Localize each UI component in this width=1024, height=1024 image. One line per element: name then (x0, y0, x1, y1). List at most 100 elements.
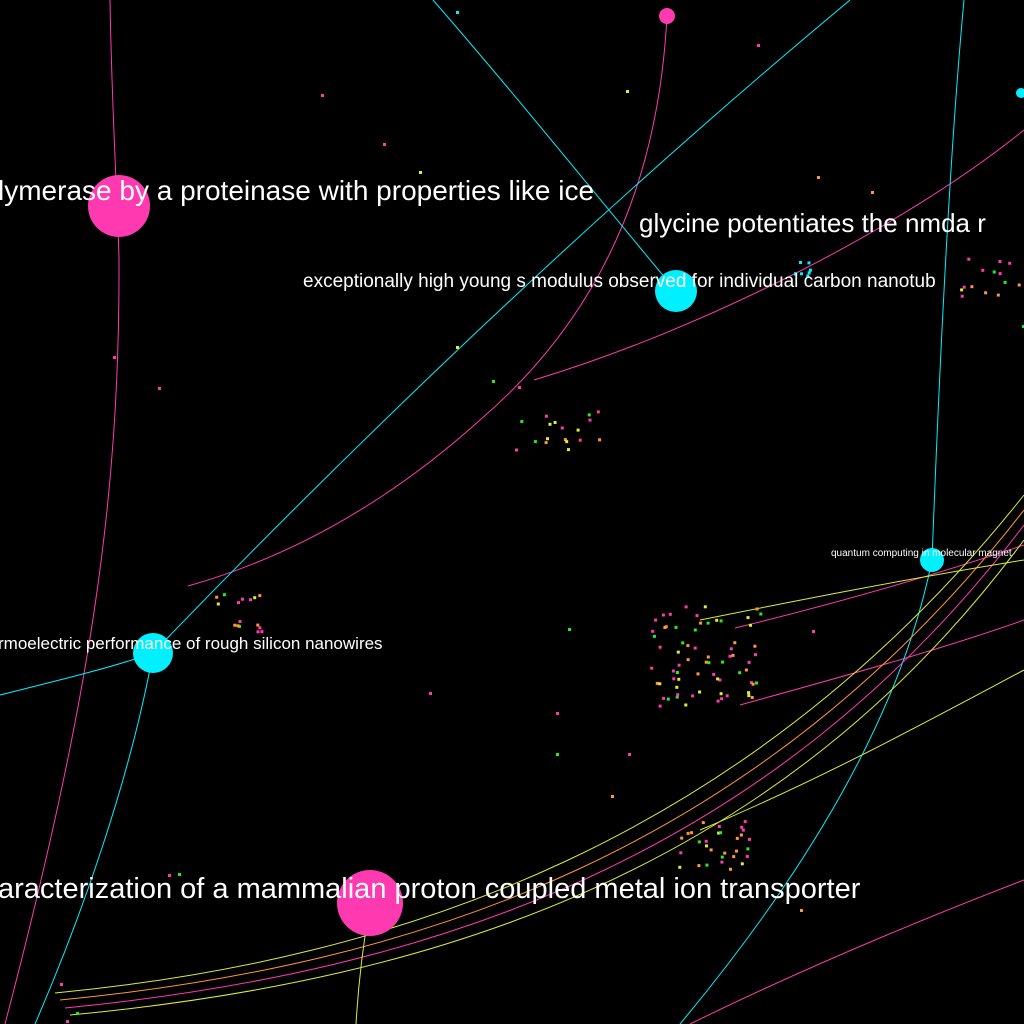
node-cyan-1[interactable] (655, 270, 697, 312)
small-node (747, 694, 751, 698)
small-node (556, 753, 559, 756)
small-node (807, 271, 811, 275)
small-node (658, 682, 662, 686)
edge (699, 669, 1024, 831)
small-node (721, 660, 725, 664)
small-node (652, 634, 656, 638)
small-node (706, 655, 710, 659)
small-node (749, 681, 753, 685)
edge (734, 544, 1024, 629)
small-node (759, 612, 763, 616)
small-node (321, 94, 324, 97)
small-node (544, 441, 548, 445)
small-node (744, 668, 748, 672)
small-node (249, 598, 252, 602)
small-node (548, 422, 552, 426)
small-node (236, 624, 240, 628)
small-node (578, 438, 582, 442)
small-node (720, 860, 724, 864)
node-cyan-2[interactable] (133, 633, 173, 673)
node-label[interactable]: rmoelectric performance of rough silicon… (0, 634, 383, 653)
small-node (679, 851, 683, 855)
small-node (707, 661, 711, 665)
small-node (735, 849, 738, 853)
small-node (222, 593, 226, 597)
small-node (755, 607, 759, 611)
small-node (383, 143, 386, 146)
small-node (728, 654, 732, 658)
small-node (671, 669, 675, 673)
small-node (799, 261, 802, 264)
small-node (675, 671, 679, 674)
small-node (695, 614, 699, 618)
small-node (668, 612, 672, 616)
small-node (238, 620, 242, 623)
small-node (720, 697, 724, 701)
small-node (703, 605, 707, 609)
edge (69, 539, 1024, 1016)
small-node (704, 660, 708, 664)
edge (931, 0, 965, 561)
small-node (746, 847, 750, 851)
node-pink-2[interactable] (337, 870, 403, 936)
small-node (719, 692, 723, 696)
small-node (678, 865, 682, 869)
small-node (751, 682, 755, 686)
node-label[interactable]: quantum computing in molecular magnet (831, 548, 1012, 559)
edge (0, 652, 154, 696)
small-node (661, 613, 665, 617)
edge (689, 879, 1024, 1024)
small-node (533, 440, 537, 444)
small-node (732, 855, 736, 859)
label-layer: lymerase by a proteinase with properties… (0, 175, 1012, 905)
small-node (515, 448, 518, 452)
node-pink-1[interactable] (88, 175, 150, 237)
small-node (705, 863, 709, 867)
small-node (429, 692, 432, 695)
edge (739, 619, 1024, 706)
small-node (233, 623, 237, 627)
node-label[interactable]: glycine potentiates the nmda r (639, 208, 986, 238)
small-node (719, 619, 723, 623)
edge (699, 559, 1024, 621)
small-node (800, 272, 803, 276)
node-label[interactable]: lymerase by a proteinase with properties… (0, 175, 594, 206)
small-node (740, 862, 744, 866)
small-node (717, 825, 721, 828)
small-node (675, 695, 679, 699)
node-cyan-4[interactable] (1016, 88, 1024, 98)
small-node (746, 616, 750, 620)
small-node (733, 641, 737, 645)
node-cyan-3[interactable] (920, 548, 944, 572)
node-pink-3[interactable] (659, 8, 675, 24)
small-node (556, 712, 559, 715)
small-node (794, 272, 798, 276)
small-node (568, 628, 571, 631)
small-node (960, 288, 964, 292)
small-node (563, 438, 567, 442)
small-node (749, 623, 752, 627)
small-node (712, 672, 716, 676)
small-node (238, 624, 241, 628)
small-node (553, 421, 557, 424)
small-node (626, 90, 629, 93)
node-label[interactable]: exceptionally high young s modulus obser… (303, 271, 936, 292)
small-node (720, 855, 724, 859)
small-node (705, 844, 708, 848)
small-node (588, 418, 592, 422)
small-node (60, 983, 63, 986)
small-node (731, 653, 735, 657)
small-node (698, 690, 702, 694)
edge (59, 509, 1024, 1001)
node-layer[interactable] (88, 8, 1024, 936)
edge (4, 0, 120, 1024)
small-node (651, 629, 655, 633)
small-node (178, 873, 181, 876)
small-node (76, 1012, 79, 1015)
node-label[interactable]: aracterization of a mammalian proton cou… (0, 873, 861, 905)
small-node (709, 848, 713, 852)
small-node (716, 699, 720, 703)
